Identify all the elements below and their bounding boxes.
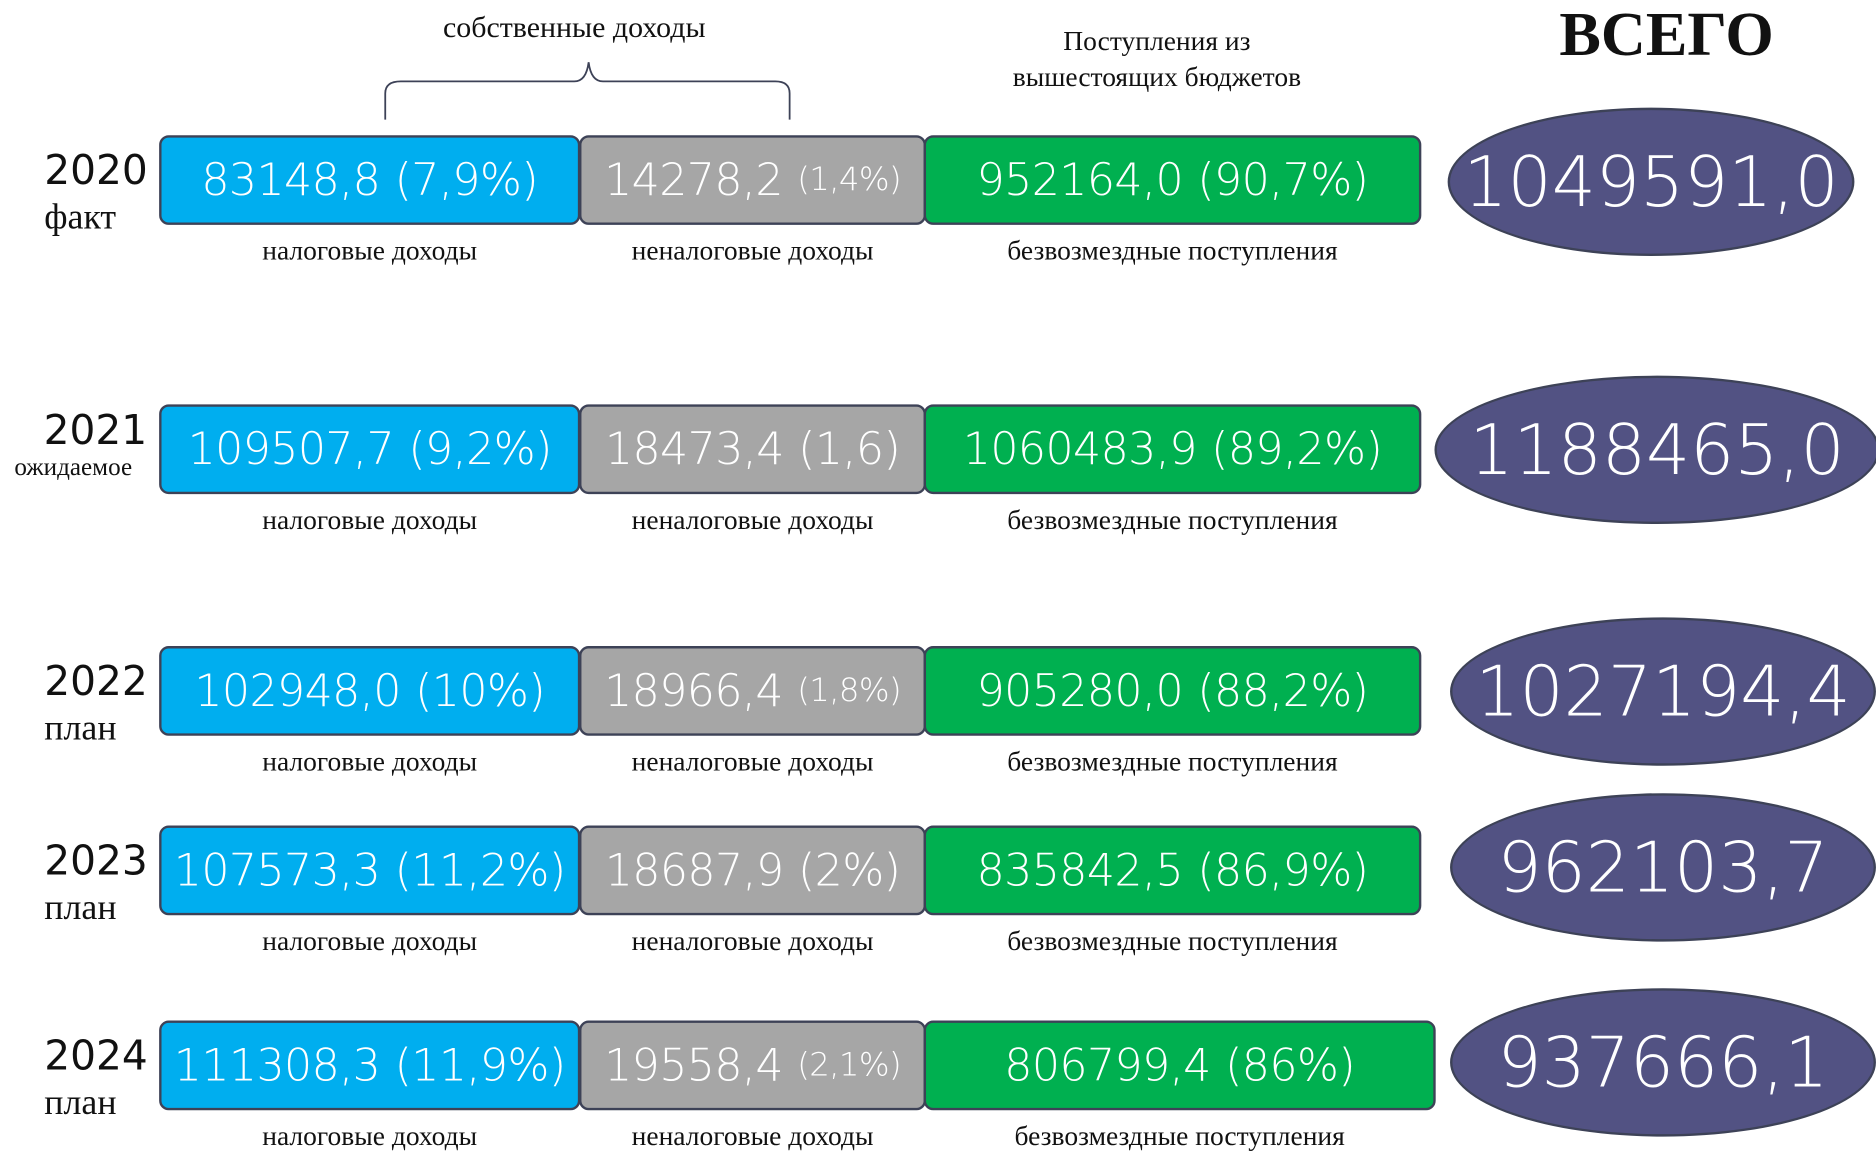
tax-percent: (11,9%)	[394, 1039, 567, 1092]
tax-value: 107573,3	[173, 844, 381, 897]
tax-box: 102948,0 (10%)	[159, 646, 581, 736]
gratuitous-box: 905280,0 (88,2%)	[923, 646, 1422, 736]
total-ellipse: 1049591,0	[1447, 107, 1855, 257]
total-ellipse: 1188465,0	[1434, 375, 1876, 525]
nontax-value: 19558,4	[604, 1039, 783, 1092]
nontax-percent: (2%)	[797, 844, 901, 897]
gratuitous-box: 1060483,9 (89,2%)	[923, 404, 1422, 495]
gratuitous-label: безвозмездные поступления	[1007, 746, 1338, 777]
nontax-percent: (2,1%)	[797, 1046, 902, 1084]
tax-percent: (10%)	[415, 665, 546, 717]
year: 2020	[44, 147, 148, 196]
own-income-header: собственные доходы	[443, 11, 706, 45]
tax-label: налоговые доходы	[262, 504, 478, 535]
gratuitous-value: 1060483,9	[962, 423, 1198, 475]
tax-percent: (7,9%)	[394, 154, 539, 206]
transfers-header: Поступления из	[1063, 26, 1251, 57]
nontax-box: 18687,9 (2%)	[579, 825, 927, 916]
nontax-box: 14278,2 (1,4%)	[579, 135, 927, 225]
gratuitous-box: 806799,4 (86%)	[923, 1020, 1436, 1111]
gratuitous-label: безвозмездные поступления	[1014, 1121, 1345, 1151]
nontax-label: неналоговые доходы	[631, 926, 874, 956]
tax-value: 109507,7	[187, 423, 395, 475]
tax-box: 109507,7 (9,2%)	[159, 404, 581, 495]
tax-label: налоговые доходы	[262, 235, 478, 266]
gratuitous-value: 952164,0	[976, 154, 1184, 206]
gratuitous-label: безвозмездные поступления	[1007, 504, 1338, 535]
nontax-value: 18473,4	[604, 423, 784, 475]
brace	[384, 62, 791, 120]
total-ellipse: 937666,1	[1450, 988, 1876, 1137]
total-header: ВСЕГО	[1559, 1, 1774, 70]
nontax-label: неналоговые доходы	[631, 235, 874, 266]
nontax-percent: (1,8%)	[797, 672, 902, 710]
gratuitous-percent: (86%)	[1225, 1039, 1356, 1092]
tax-label: налоговые доходы	[262, 746, 478, 777]
year: 2023	[44, 837, 148, 886]
nontax-value: 14278,2	[604, 154, 783, 206]
total-ellipse: 962103,7	[1450, 793, 1876, 942]
tax-percent: (11,2%)	[394, 844, 567, 897]
year-kind: план	[44, 708, 117, 748]
gratuitous-box: 835842,5 (86,9%)	[923, 825, 1422, 916]
tax-label: налоговые доходы	[262, 1121, 478, 1151]
nontax-label: неналоговые доходы	[631, 746, 874, 777]
tax-box: 107573,3 (11,2%)	[159, 825, 581, 916]
year-kind: ожидаемое	[14, 452, 133, 481]
nontax-value: 18687,9	[604, 844, 784, 897]
nontax-label: неналоговые доходы	[631, 504, 874, 535]
year-kind: план	[44, 1082, 117, 1123]
tax-box: 83148,8 (7,9%)	[159, 135, 581, 225]
tax-value: 102948,0	[194, 665, 401, 717]
tax-value: 111308,3	[173, 1039, 381, 1092]
year: 2022	[44, 658, 148, 706]
nontax-box: 18473,4 (1,6)	[579, 404, 927, 495]
nontax-percent: (1,6)	[798, 423, 901, 475]
gratuitous-percent: (89,2%)	[1211, 423, 1383, 475]
gratuitous-value: 806799,4	[1004, 1039, 1211, 1092]
gratuitous-percent: (90,7%)	[1197, 154, 1369, 206]
gratuitous-percent: (86,9%)	[1197, 844, 1369, 897]
tax-label: налоговые доходы	[262, 926, 478, 956]
gratuitous-label: безвозмездные поступления	[1007, 235, 1338, 266]
nontax-value: 18966,4	[604, 665, 783, 717]
gratuitous-value: 905280,0	[976, 665, 1184, 717]
transfers-header: вышестоящих бюджетов	[1012, 62, 1302, 93]
total-ellipse: 1027194,4	[1450, 617, 1876, 766]
gratuitous-value: 835842,5	[976, 844, 1184, 897]
nontax-percent: (1,4%)	[797, 161, 902, 199]
year: 2024	[44, 1032, 148, 1081]
nontax-box: 18966,4 (1,8%)	[579, 646, 927, 736]
year-kind: факт	[44, 197, 117, 237]
tax-box: 111308,3 (11,9%)	[159, 1020, 581, 1111]
tax-value: 83148,8	[201, 154, 381, 206]
gratuitous-label: безвозмездные поступления	[1007, 926, 1338, 956]
year-kind: план	[44, 887, 117, 928]
gratuitous-box: 952164,0 (90,7%)	[923, 135, 1422, 225]
year: 2021	[43, 406, 148, 455]
nontax-box: 19558,4 (2,1%)	[579, 1020, 927, 1111]
gratuitous-percent: (88,2%)	[1197, 665, 1369, 717]
nontax-label: неналоговые доходы	[631, 1121, 874, 1151]
tax-percent: (9,2%)	[408, 423, 552, 475]
